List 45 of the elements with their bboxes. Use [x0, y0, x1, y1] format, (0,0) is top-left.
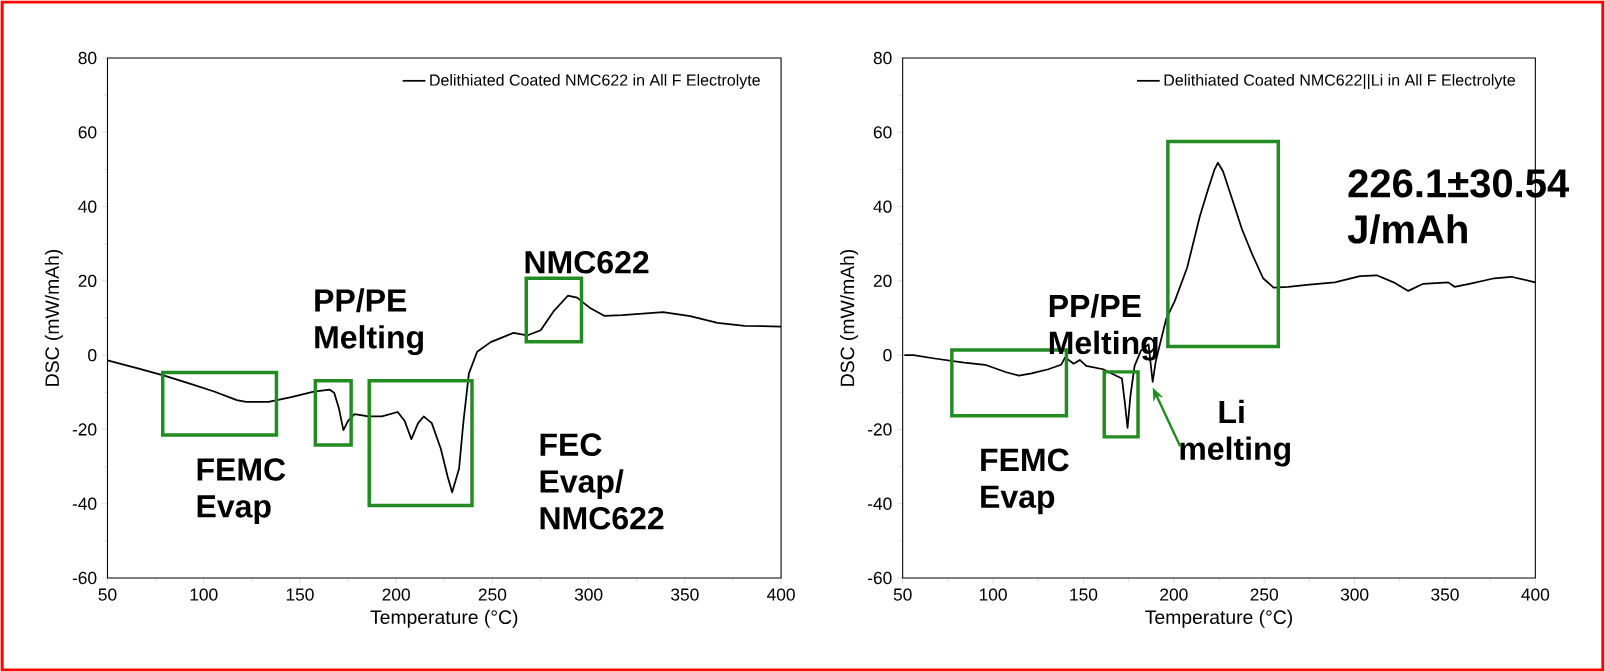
x-tick-label: 350	[1431, 588, 1459, 601]
x-tick-label: 200	[1160, 588, 1188, 601]
x-tick-label: 150	[286, 588, 314, 601]
y-tick-label: -40	[72, 497, 97, 510]
y-axis-title: DSC (mW/mAh)	[44, 249, 63, 386]
x-tick-label: 300	[1340, 588, 1369, 601]
annotation: PP/PE Melting	[315, 288, 423, 356]
annotation: FEMC Evap	[197, 458, 286, 524]
y-tick-label: -20	[868, 423, 892, 436]
y-tick-label: -60	[72, 571, 97, 585]
x-tick-label: 350	[671, 588, 699, 601]
annotation: Li melting	[1180, 399, 1290, 467]
y-tick-label: 20	[78, 274, 97, 287]
x-tick-label: 400	[1521, 588, 1550, 601]
annotation: PP/PE Melting	[1049, 293, 1158, 361]
y-tick-label: 40	[78, 200, 97, 213]
y-tick-label: 80	[78, 51, 97, 65]
x-tick-label: 100	[979, 588, 1007, 601]
y-tick-label: 20	[873, 274, 892, 287]
x-tick-label: 150	[1070, 588, 1098, 601]
x-tick-label: 300	[574, 588, 603, 601]
x-tick-label: 250	[1250, 588, 1278, 601]
y-tick-label: 0	[88, 349, 97, 362]
y-tick-label: 60	[873, 126, 892, 139]
x-tick-label: 50	[98, 588, 117, 601]
x-tick-label: 400	[767, 588, 795, 601]
annotation: FEMC Evap	[981, 448, 1069, 515]
x-tick-label: 200	[382, 588, 410, 601]
legend-label: Delithiated Coated NMC622||Li in All F Electrolyte	[1164, 74, 1515, 89]
y-tick-label: 0	[883, 349, 892, 362]
y-tick-label: 40	[873, 200, 892, 213]
y-axis-title: DSC (mW/mAh)	[840, 249, 859, 386]
y-tick-label: 80	[873, 51, 892, 65]
x-axis-title: Temperature (°C)	[370, 609, 518, 628]
y-tick-label: -40	[868, 497, 892, 510]
legend-label: Delithiated Coated NMC622 in All F Electrolyte	[430, 74, 760, 89]
y-tick-label: -60	[868, 571, 892, 585]
x-tick-label: 250	[478, 588, 507, 601]
annotation: FEC Evap/ NMC622	[540, 433, 664, 530]
x-tick-label: 100	[190, 588, 218, 601]
y-tick-label: 60	[78, 126, 97, 139]
x-tick-label: 50	[893, 588, 912, 601]
y-tick-label: -20	[72, 423, 97, 436]
x-axis-title: Temperature (°C)	[1145, 609, 1293, 628]
annotation: NMC622	[525, 250, 649, 274]
